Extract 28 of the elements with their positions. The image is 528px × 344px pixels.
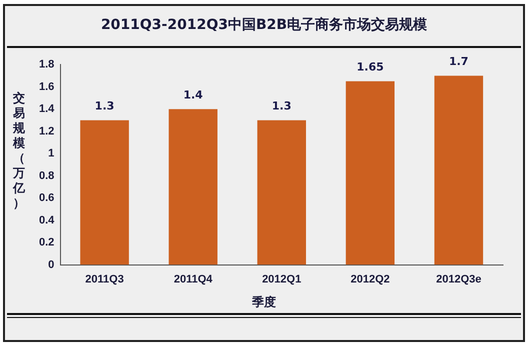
y-tick-label: 1 — [48, 148, 54, 160]
bar — [168, 109, 218, 265]
bar — [80, 120, 129, 265]
chart-title: 2011Q3-2012Q3中国B2B电子商务市场交易规模 — [100, 16, 428, 34]
y-tick-label: 0.8 — [38, 170, 54, 182]
y-tick-label: 1.4 — [38, 103, 56, 116]
y-axis-title: 交易规模（万亿） — [12, 91, 26, 211]
data-label: 1.4 — [183, 88, 204, 102]
y-tick-label: 0.4 — [38, 214, 56, 226]
data-label: 1.3 — [272, 100, 292, 113]
y-tick-label: 0 — [48, 258, 54, 271]
data-label: 1.7 — [448, 55, 468, 68]
x-tick-label: 2012Q2 — [350, 273, 390, 286]
data-label: 1.65 — [356, 60, 384, 74]
y-tick-label: 1.8 — [38, 58, 54, 71]
x-tick-label: 2011Q4 — [174, 273, 214, 286]
bar — [257, 120, 306, 265]
y-tick-label: 1.6 — [38, 80, 54, 93]
x-tick-label: 2011Q3 — [85, 273, 124, 286]
x-tick-label: 2012Q1 — [262, 273, 302, 286]
y-tick-label: 1.2 — [38, 125, 54, 138]
x-axis-title: 季度 — [251, 294, 277, 311]
y-tick-label: 0.6 — [38, 192, 54, 204]
y-tick-label: 0.2 — [38, 236, 54, 249]
data-label: 1.3 — [94, 100, 114, 113]
bar — [434, 76, 484, 265]
bar — [346, 81, 395, 265]
x-tick-label: 2012Q3e — [436, 273, 482, 286]
